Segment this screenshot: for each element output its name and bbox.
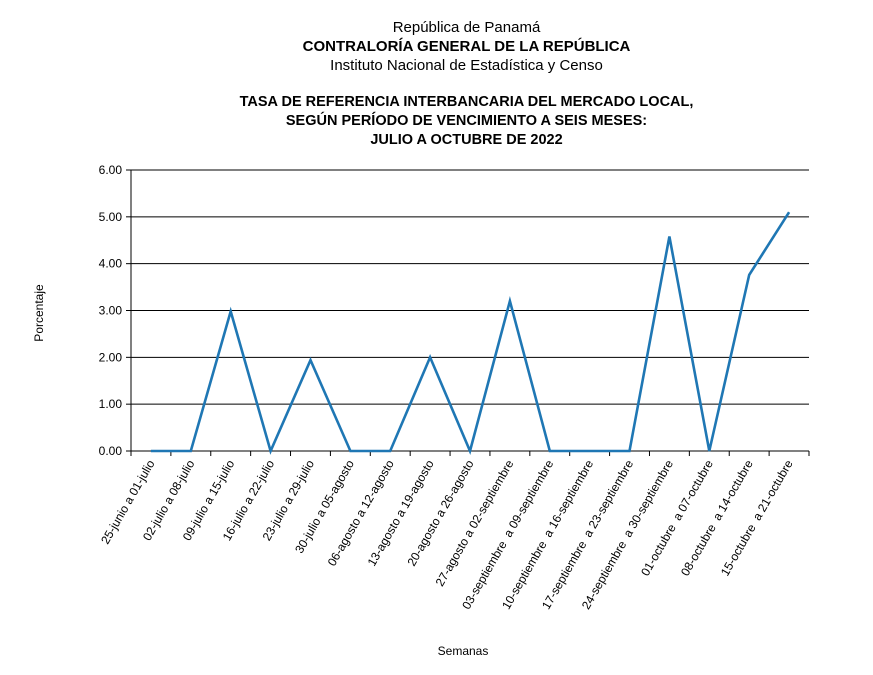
y-tick-label: 1.00 — [99, 397, 123, 411]
y-axis-ticks: 0.00 1.00 2.00 3.00 4.00 5.00 6.00 — [99, 163, 131, 458]
institute-name: Instituto Nacional de Estadística y Cens… — [330, 57, 603, 74]
y-tick-label: 3.00 — [99, 304, 123, 318]
x-tick-label: 27-agosto a 02-septiembre — [433, 457, 517, 588]
series-line — [150, 211, 791, 455]
gridlines — [131, 169, 809, 452]
chart-title: TASA DE REFERENCIA INTERBANCARIA DEL MER… — [0, 93, 873, 150]
country-name: República de Panamá — [392, 19, 541, 36]
y-tick-label: 0.00 — [99, 444, 123, 458]
chart-title-line-1: TASA DE REFERENCIA INTERBANCARIA DEL MER… — [239, 94, 694, 110]
y-tick-label: 5.00 — [99, 210, 123, 224]
x-tick-label: 08-octubre a 14-octubre — [678, 457, 756, 578]
chart-title-line-3: JULIO A OCTUBRE DE 2022 — [370, 132, 563, 148]
organization-name: CONTRALORÍA GENERAL DE LA REPÚBLICA — [302, 38, 631, 55]
x-tick-label: 15-octubre a 21-octubre — [718, 457, 796, 578]
y-axis-label: Porcentaje — [32, 284, 46, 342]
chart-title-line-2: SEGÚN PERÍODO DE VENCIMIENTO A SEIS MESE… — [285, 113, 648, 129]
x-axis-label: Semanas — [438, 644, 489, 658]
x-tick-label: 01-octubre a 07-octubre — [638, 457, 716, 578]
y-tick-label: 2.00 — [99, 350, 123, 364]
y-tick-label: 6.00 — [99, 163, 123, 177]
y-tick-label: 4.00 — [99, 257, 123, 271]
report-header: República de Panamá CONTRALORÍA GENERAL … — [0, 18, 873, 75]
series — [150, 211, 791, 455]
